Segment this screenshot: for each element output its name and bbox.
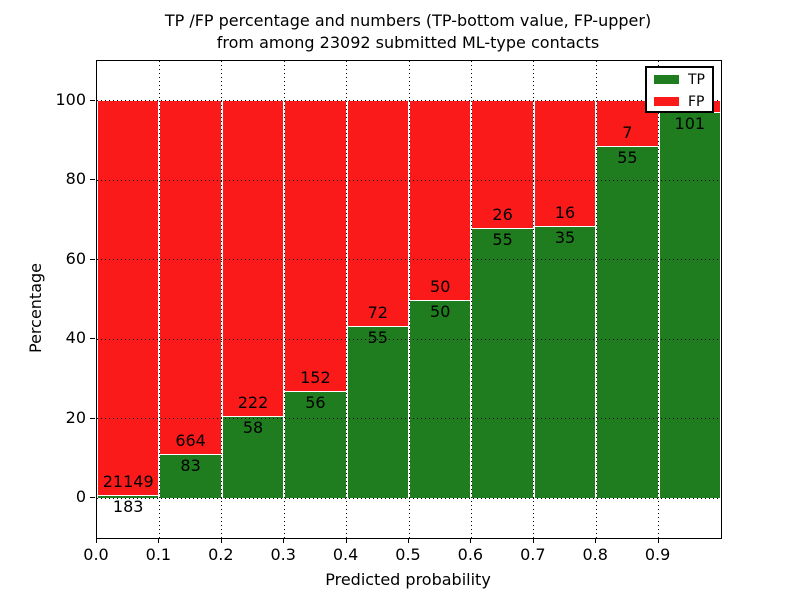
gridline-vertical [470, 61, 472, 538]
bar-label-tp: 55 [367, 328, 388, 348]
y-tick-label: 40 [65, 328, 86, 348]
bar-segment-fp [159, 100, 222, 455]
gridline-vertical [346, 61, 348, 538]
x-tick-mark [532, 538, 534, 543]
bar-label-tp: 56 [305, 393, 326, 413]
x-tick-label: 0.6 [457, 545, 484, 564]
y-tick-mark [90, 338, 95, 340]
y-axis-label: Percentage [26, 238, 46, 378]
gridline-horizontal [97, 100, 721, 102]
legend-item-fp: FP [647, 91, 712, 112]
x-tick-label: 0.1 [145, 545, 172, 564]
x-tick-mark [220, 538, 222, 543]
bar-label-tp: 55 [617, 147, 638, 167]
bar-segment-tp [159, 454, 222, 499]
bar-label-fp: 72 [367, 303, 388, 323]
legend-box: TP FP [645, 66, 714, 113]
legend-item-tp: TP [647, 69, 712, 90]
y-tick-label: 100 [55, 89, 86, 109]
plot-area: 21149 183 664 83 222 58 152 56 72 55 50 50 26 55 16 35 7… [96, 60, 722, 539]
bar-label-tp: 101 [674, 114, 706, 134]
x-axis-label: Predicted probability [325, 570, 491, 589]
x-tick-label: 0.4 [332, 545, 359, 564]
bar-segment-tp [658, 112, 721, 499]
chart-title-line1: TP /FP percentage and numbers (TP-bottom… [164, 11, 652, 30]
x-tick-mark [96, 538, 97, 543]
x-tick-mark [657, 538, 659, 543]
bar-label-fp: 26 [492, 205, 513, 225]
x-tick-mark [283, 538, 285, 543]
gridline-vertical [408, 61, 410, 538]
bar-segment-tp [97, 494, 160, 499]
bar-label-fp: 16 [554, 202, 576, 222]
chart-title: TP /FP percentage and numbers (TP-bottom… [96, 10, 720, 54]
bar-label-fp: 152 [300, 368, 331, 388]
bar-segment-fp [409, 100, 472, 300]
bar-segment-fp [471, 100, 534, 229]
gridline-horizontal [97, 259, 721, 261]
bar-segment-fp [284, 100, 347, 392]
gridline-vertical [533, 61, 535, 538]
y-tick-label: 80 [65, 169, 86, 189]
y-tick-mark [90, 258, 95, 260]
bar-segment-tp [284, 391, 347, 499]
gridline-vertical [595, 61, 597, 538]
x-tick-label: 0.3 [270, 545, 296, 564]
x-tick-mark [595, 538, 597, 543]
fp-color-swatch [654, 97, 679, 106]
bar-label-tp: 50 [430, 301, 451, 321]
gridline-horizontal [97, 418, 721, 420]
gridline-vertical [221, 61, 223, 538]
y-tick-label: 0 [75, 487, 86, 507]
x-tick-mark [158, 538, 160, 543]
bar-segment-tp [596, 145, 659, 499]
x-tick-mark [470, 538, 472, 543]
bar-label-fp: 50 [430, 276, 451, 296]
y-tick-mark [90, 99, 95, 101]
y-tick-mark [90, 497, 95, 499]
bar-segment-fp [533, 100, 597, 226]
y-axis-label-text: Percentage [26, 263, 45, 354]
x-tick-mark [345, 538, 347, 543]
bar-segment-fp [346, 100, 409, 327]
x-tick-label: 0.2 [208, 545, 234, 564]
bar-segment-fp [97, 100, 160, 495]
gridline-horizontal [97, 338, 721, 340]
y-tick-label: 20 [65, 407, 86, 427]
bar-label-fp: 7 [622, 122, 633, 142]
y-tick-mark [90, 179, 95, 181]
bar-label-fp: 664 [175, 431, 206, 451]
chart-title-line2: from among 23092 submitted ML-type conta… [216, 33, 600, 52]
bar-label-tp: 58 [242, 417, 264, 437]
x-tick-label: 0.5 [395, 545, 421, 564]
tp-color-swatch [654, 75, 679, 84]
bar-segment-tp [221, 415, 285, 499]
bar-label-tp: 55 [492, 230, 513, 250]
bar-label-tp: 183 [112, 496, 144, 516]
bar-label-fp: 222 [237, 392, 269, 412]
bar-segment-tp [409, 299, 472, 499]
gridline-vertical [283, 61, 285, 538]
legend-label-fp: FP [688, 93, 705, 110]
bar-label-fp: 21149 [102, 471, 154, 491]
gridline-vertical [158, 61, 160, 538]
gridline-horizontal [97, 179, 721, 181]
gridline-horizontal [97, 497, 721, 499]
legend-label-tp: TP [688, 71, 705, 88]
x-tick-label: 0.7 [520, 545, 546, 564]
bar-segment-tp [346, 326, 409, 499]
y-tick-mark [90, 417, 95, 419]
bar-segment-fp [221, 100, 285, 416]
bar-segment-tp [533, 225, 597, 499]
bar-segment-tp [471, 228, 534, 499]
gridline-vertical [658, 61, 660, 538]
bar-label-tp: 35 [554, 227, 576, 247]
x-tick-label: 0.8 [582, 545, 608, 564]
bar-label-tp: 83 [180, 456, 201, 476]
x-tick-label: 0.9 [644, 545, 671, 564]
x-tick-mark [408, 538, 409, 543]
x-tick-label: 0.0 [83, 545, 109, 564]
y-tick-label: 60 [65, 248, 86, 268]
